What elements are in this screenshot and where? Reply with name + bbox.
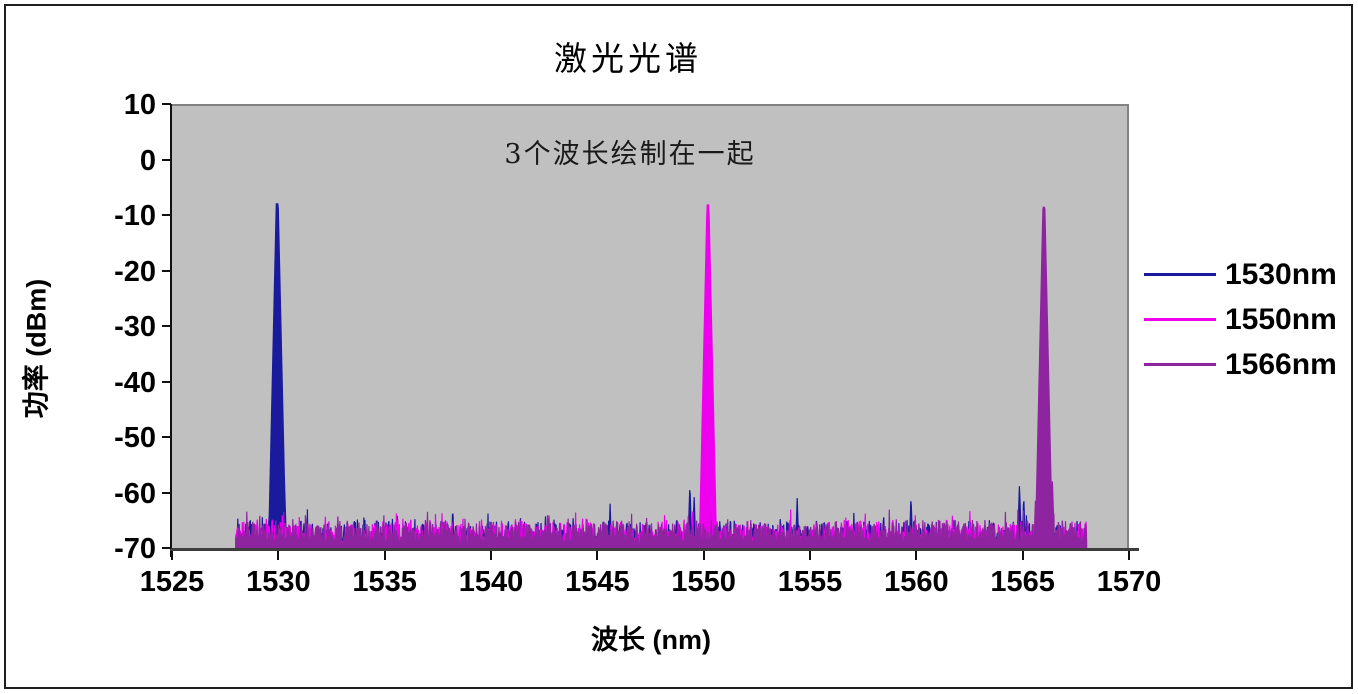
y-tick-mark [162,491,171,494]
x-tick-mark [1021,551,1024,560]
y-tick-label: 0 [139,144,156,177]
x-tick-mark [1128,551,1130,560]
x-tick-mark [383,551,386,560]
y-tick-mark [162,214,171,216]
y-tick-mark [162,436,171,438]
y-tick-mark [162,103,171,105]
x-axis-line [170,548,1139,551]
x-tick-label: 1570 [1096,566,1162,598]
x-tick-label: 1545 [565,566,630,598]
x-tick-mark [277,551,280,560]
y-tick-label: -40 [114,366,156,399]
y-tick-label: -10 [114,200,156,232]
legend-swatch [1144,273,1216,276]
x-tick-label: 1525 [139,566,205,598]
y-tick-mark [162,325,171,327]
x-tick-label: 1535 [352,566,417,598]
y-tick-label: -30 [114,311,156,343]
y-tick-label: -70 [114,533,156,565]
chart-title: 激光光谱 [554,39,702,78]
x-tick-label: 1560 [884,566,949,598]
y-axis-title: 功率 (dBm) [21,278,52,419]
y-tick-label: 10 [123,89,156,121]
series-1566nm [235,206,1088,548]
legend-label: 1530nm [1225,257,1337,291]
legend-item-1530nm: 1530nm [1144,252,1337,297]
x-axis-title: 波长 (nm) [591,625,711,655]
x-tick-mark [596,551,599,560]
x-tick-mark [490,551,492,560]
legend: 1530nm 1550nm 1566nm [1144,252,1337,387]
x-tick-mark [171,551,173,560]
legend-label: 1566nm [1225,347,1337,381]
x-tick-mark [702,551,705,560]
legend-item-1550nm: 1550nm [1144,297,1337,342]
plot-area-background [172,104,1129,548]
series-1550nm [235,204,1088,548]
y-tick-mark [162,380,171,383]
spectrum-plot [235,203,1088,548]
y-tick-mark [162,158,171,161]
x-tick-label: 1565 [990,566,1055,598]
legend-item-1566nm: 1566nm [1144,342,1337,387]
x-tick-label: 1555 [777,566,843,598]
y-tick-label: -60 [114,477,156,510]
x-tick-mark [809,551,811,560]
y-tick-mark [162,547,171,549]
legend-swatch [1144,363,1216,366]
y-tick-label: -50 [114,422,156,454]
x-tick-label: 1550 [671,566,736,598]
y-axis-line [170,104,172,557]
x-tick-label: 1540 [458,566,524,598]
plot-annotation: 3个波长绘制在一起 [504,139,756,170]
y-tick-mark [162,269,171,272]
series-1530nm [235,203,1088,548]
legend-swatch [1144,318,1216,321]
legend-label: 1550nm [1225,302,1337,336]
x-tick-label: 1530 [246,566,311,598]
x-tick-mark [915,551,918,560]
y-tick-label: -20 [114,255,156,288]
chart-frame: 激光光谱 3个波长绘制在一起 10 0 -10 -20 -30 -40 -50 -60 -70 … [4,4,1353,689]
